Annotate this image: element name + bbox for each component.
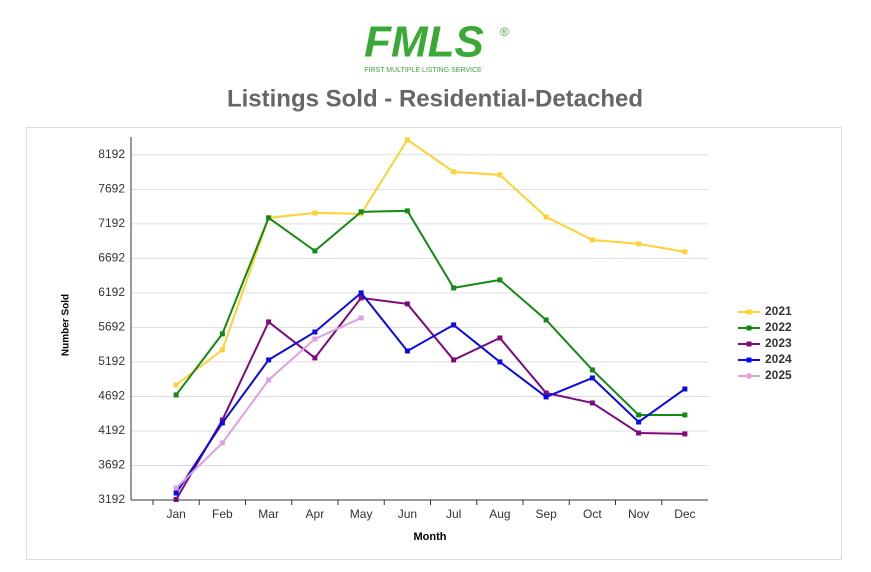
y-axis-label: Number Sold [61,294,72,356]
logo-mark: ® [500,25,509,39]
data-point [451,357,457,363]
legend-label: 2023 [765,336,792,350]
data-point [636,430,642,436]
y-tick-label: 8192 [98,147,125,161]
x-tick-label: Feb [212,507,233,521]
data-point [451,322,457,328]
data-point [682,249,688,255]
data-point [173,496,179,502]
data-point [543,390,549,396]
x-tick-label: Jan [166,507,185,521]
data-point [451,169,457,175]
y-tick-label: 7192 [98,216,125,230]
data-point [219,440,225,446]
data-point [589,400,595,406]
legend-marker [746,309,752,315]
data-point [497,335,503,341]
y-tick-label: 5192 [98,354,125,368]
data-point [497,277,503,283]
data-point [497,359,503,365]
data-point [682,386,688,392]
data-point [312,336,318,342]
data-point [312,248,318,254]
y-tick-label: 3692 [98,458,125,472]
x-tick-label: Sep [535,507,557,521]
x-axis-label: Month [414,531,447,543]
y-tick-label: 3192 [98,492,125,506]
data-point [497,172,503,178]
data-point [404,137,410,143]
data-point [312,355,318,361]
x-tick-label: May [350,507,373,521]
data-point [543,317,549,323]
y-tick-label: 7692 [98,182,125,196]
data-point [589,375,595,381]
series-line [175,296,685,500]
y-tick-label: 6192 [98,285,125,299]
x-tick-label: Oct [583,507,602,521]
legend-marker [746,357,752,363]
data-point [173,392,179,398]
x-tick-label: Aug [489,507,510,521]
legend-label: 2024 [765,352,792,366]
data-point [636,412,642,418]
legend-label: 2021 [765,304,792,318]
data-point [219,417,225,423]
data-point [636,241,642,247]
data-point [173,485,179,491]
logo-tagline: FIRST MULTIPLE LISTING SERVICE [364,67,482,74]
data-point [589,237,595,243]
data-point [312,210,318,216]
data-point [173,382,179,388]
legend-marker [746,341,752,347]
data-point [266,377,272,383]
data-point [404,301,410,307]
data-point [358,290,364,296]
data-point [543,214,549,220]
y-tick-label: 5692 [98,320,125,334]
data-point [543,394,549,400]
data-point [219,347,225,353]
legend-label: 2022 [765,320,792,334]
series-line [175,209,685,416]
chart-title: Listings Sold - Residential-Detached [227,85,643,112]
x-tick-label: Mar [258,507,279,521]
legend-marker [746,373,752,379]
x-tick-label: Jul [446,507,461,521]
x-tick-label: Jun [398,507,417,521]
logo-text: FMLS [364,18,484,67]
data-point [219,331,225,337]
chart-frame [26,127,842,560]
data-point [312,329,318,335]
data-point [173,490,179,496]
data-point [358,209,364,215]
data-point [266,357,272,363]
data-point [219,420,225,426]
x-tick-label: Dec [674,507,695,521]
x-tick-label: Apr [306,507,325,521]
legend-label: 2025 [765,368,792,382]
data-point [636,419,642,425]
data-point [266,215,272,221]
data-point [404,348,410,354]
y-tick-label: 4692 [98,389,125,403]
data-point [358,315,364,321]
data-point [266,319,272,325]
legend-marker [746,325,752,331]
data-point [451,285,457,291]
data-point [404,208,410,214]
y-tick-label: 4192 [98,423,125,437]
data-point [358,295,364,301]
data-point [589,367,595,373]
y-tick-label: 6692 [98,251,125,265]
series-line [175,291,686,494]
x-tick-label: Nov [628,507,649,521]
data-point [682,412,688,418]
data-point [682,431,688,437]
